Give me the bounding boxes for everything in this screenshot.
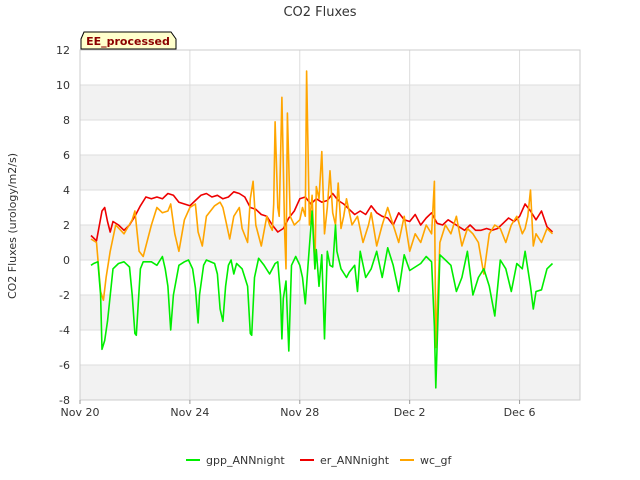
badge-shape (80, 31, 177, 50)
y-axis-title: CO2 Fluxes (urology/m2/s) (6, 153, 19, 299)
y-axis-ticks: -8 -6 -4 -2 0 2 4 6 8 10 12 (56, 44, 70, 407)
band (80, 225, 580, 260)
y-tick-label: -2 (59, 289, 70, 302)
legend-label-wc_gf: wc_gf (420, 454, 453, 467)
y-tick-label: 2 (63, 219, 70, 232)
band (80, 85, 580, 120)
x-tick-label: Nov 28 (280, 406, 319, 419)
legend: gpp_ANNnight er_ANNnight wc_gf (186, 454, 453, 467)
y-tick-label: 0 (63, 254, 70, 267)
x-tick-label: Nov 24 (170, 406, 209, 419)
x-tick-label: Nov 20 (61, 406, 100, 419)
series-layer (90, 70, 554, 389)
y-tick-label: 4 (63, 184, 70, 197)
legend-label-gpp_ANNnight: gpp_ANNnight (206, 454, 285, 467)
band (80, 295, 580, 330)
y-tick-label: 12 (56, 44, 70, 57)
x-tick-label: Dec 2 (394, 406, 426, 419)
plot-border (79, 49, 581, 401)
y-tick-label: -4 (59, 324, 70, 337)
y-tick-label: -8 (59, 394, 70, 407)
series-line-gpp_ANNnight (90, 210, 554, 389)
series-line-wc_gf (90, 70, 554, 349)
badge-text: EE_processed (86, 35, 170, 48)
y-tick-label: 8 (63, 114, 70, 127)
y-tick-label: 6 (63, 149, 70, 162)
chart-title: CO2 Fluxes (283, 5, 356, 20)
band (80, 365, 580, 400)
processed-badge: EE_processed (80, 31, 177, 50)
x-axis-ticks: Nov 20 Nov 24 Nov 28 Dec 2 Dec 6 (61, 400, 536, 419)
y-tick-label: 10 (56, 79, 70, 92)
x-tick-label: Dec 6 (504, 406, 536, 419)
legend-label-er_ANNnight: er_ANNnight (320, 454, 390, 467)
y-tick-label: -6 (59, 359, 70, 372)
